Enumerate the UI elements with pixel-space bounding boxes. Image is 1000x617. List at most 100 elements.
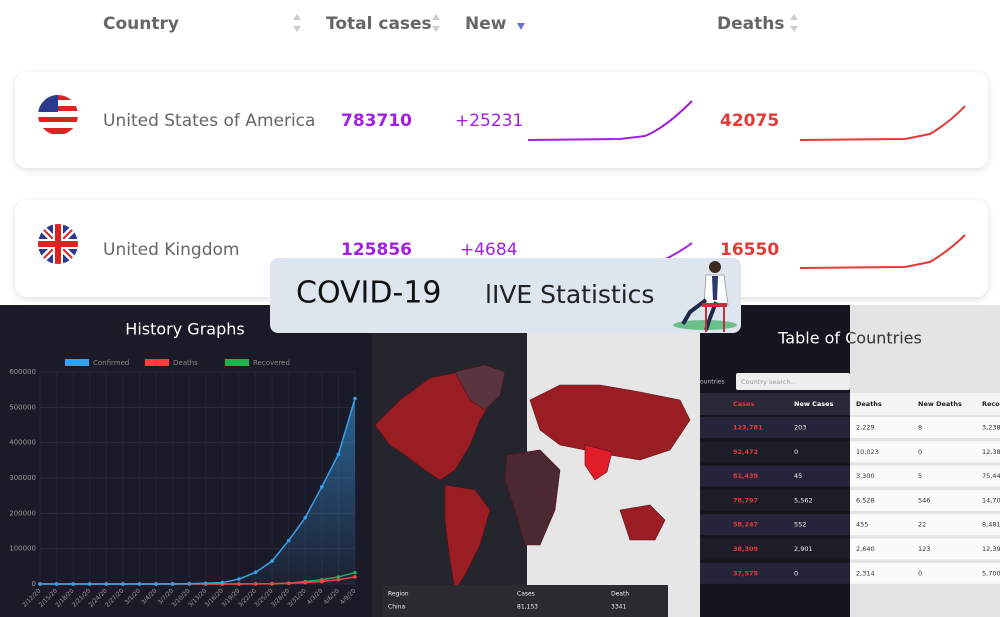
table-header: Country Total cases New Deaths (103, 14, 798, 34)
point (220, 580, 225, 585)
cell: 203 (794, 424, 806, 432)
row-bg (850, 417, 1000, 438)
cell: 8 (918, 424, 922, 432)
point (104, 582, 109, 586)
y-tick-label: 500000 (9, 403, 36, 411)
sort-icon[interactable] (517, 23, 525, 30)
cell: 14,709 (982, 496, 1000, 504)
search-box[interactable] (736, 373, 850, 390)
banner: COVID-19 lIVE Statistics (270, 258, 741, 333)
point (154, 582, 158, 586)
panel-bg (527, 305, 700, 617)
legend-label: Confirmed (93, 359, 129, 367)
point (87, 582, 92, 586)
column-header: New Cases (794, 400, 834, 408)
point (38, 582, 42, 586)
column-header: New Deaths (918, 400, 962, 408)
total-cases: 125856 (341, 240, 412, 260)
point (187, 581, 192, 586)
doctor-illustration (673, 261, 737, 332)
row-bg (700, 562, 850, 584)
row-bg (700, 441, 850, 463)
row-bg (850, 465, 1000, 487)
sparkline (527, 100, 693, 141)
country-name: United States of America (103, 111, 315, 131)
cell: 12,384 (982, 448, 1000, 456)
row-card (15, 200, 988, 297)
total-cases: 783710 (341, 111, 412, 131)
column-header: Cases (733, 400, 754, 408)
country-row[interactable]: United States of America 783710 +25231 4… (15, 72, 988, 168)
column-header[interactable]: Total cases (326, 14, 432, 34)
point (353, 396, 357, 401)
column-header[interactable]: Deaths (717, 14, 784, 34)
cell: 6,528 (856, 496, 875, 504)
legend-swatch (65, 359, 89, 366)
point (237, 577, 241, 581)
deaths: 16550 (720, 240, 779, 260)
cell: 75,448 (982, 472, 1000, 480)
point (253, 570, 258, 575)
column-header: Death (611, 591, 629, 598)
row-bg (850, 441, 1000, 463)
deaths: 42075 (720, 111, 779, 131)
point (270, 559, 274, 563)
point (320, 485, 324, 489)
row-bg (700, 489, 850, 511)
column-header: Region (388, 591, 409, 598)
legend-swatch (225, 359, 249, 366)
search-label: ountries (700, 379, 725, 386)
column-header[interactable]: Country (103, 14, 179, 34)
header-row (850, 393, 1000, 415)
new-cases: +4684 (460, 240, 518, 260)
cell: 123 (918, 545, 930, 553)
cell: 37,575 (733, 569, 759, 577)
row-bg (850, 514, 1000, 536)
countries-panel: Table of Countries ountries Country sear… (700, 305, 1000, 617)
sort-icon[interactable] (790, 14, 798, 32)
cell: 2,314 (856, 569, 875, 577)
panel-title: Table of Countries (777, 329, 922, 348)
search-placeholder[interactable]: Country search.. (741, 378, 795, 386)
cell: 81,439 (733, 472, 759, 480)
row-bg (850, 562, 1000, 584)
sort-icon[interactable] (293, 14, 301, 32)
cell: 8,481 (982, 521, 1000, 529)
cell: 2,901 (794, 545, 813, 553)
cell: 0 (918, 448, 922, 456)
cell: 546 (918, 496, 930, 504)
flag-uk (38, 224, 78, 264)
legend-label: Recovered (253, 359, 290, 367)
cell: 45 (794, 472, 802, 480)
cell: 2,229 (856, 424, 875, 432)
column-header[interactable]: New (465, 14, 507, 34)
cell: 12,391 (982, 545, 1000, 553)
sparkline (799, 105, 966, 141)
cell: 58,247 (733, 521, 758, 529)
y-tick-label: 300000 (9, 474, 36, 482)
y-tick-label: 400000 (9, 439, 36, 447)
cell: 3,300 (856, 472, 875, 480)
row-bg (700, 514, 850, 536)
cell: 78,797 (733, 496, 758, 504)
cell: 0 (794, 448, 798, 456)
y-tick-label: 200000 (9, 509, 36, 517)
country-row[interactable]: United Kingdom 125856 +4684 16550 (15, 200, 988, 297)
area (40, 398, 355, 584)
cell: 10,023 (856, 448, 879, 456)
y-tick-label: 100000 (9, 545, 36, 553)
point (286, 538, 291, 543)
cell: 455 (856, 521, 868, 529)
row-bg (850, 538, 1000, 560)
point (303, 515, 308, 520)
y-tick-label: 600000 (9, 368, 36, 376)
sort-icon[interactable] (432, 14, 440, 32)
cell: 123,781 (733, 424, 763, 432)
point (54, 582, 59, 586)
cell: China (388, 604, 405, 611)
cell: 5 (918, 472, 922, 480)
new-cases: +25231 (455, 111, 523, 131)
column-header: Recove (982, 400, 1000, 408)
